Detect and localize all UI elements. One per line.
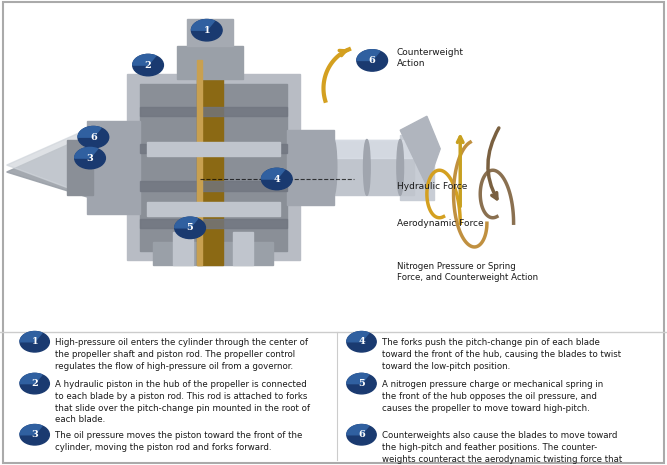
Circle shape [347, 373, 376, 394]
Wedge shape [347, 425, 369, 435]
Circle shape [357, 50, 388, 71]
Text: Counterweight
Action: Counterweight Action [397, 48, 464, 68]
Text: 1: 1 [31, 337, 38, 346]
Polygon shape [233, 232, 253, 265]
Circle shape [75, 147, 105, 169]
Wedge shape [347, 373, 369, 384]
Polygon shape [320, 140, 414, 158]
Ellipse shape [364, 140, 370, 195]
Wedge shape [20, 425, 42, 435]
Polygon shape [187, 19, 233, 46]
Polygon shape [197, 60, 223, 265]
Polygon shape [140, 219, 287, 228]
Circle shape [20, 373, 49, 394]
Text: Hydraulic Force: Hydraulic Force [397, 181, 468, 191]
Circle shape [20, 425, 49, 445]
Polygon shape [140, 107, 287, 116]
Polygon shape [320, 140, 414, 195]
Wedge shape [75, 147, 97, 158]
Text: Counterweights also cause the blades to move toward
the high-pitch and feather p: Counterweights also cause the blades to … [382, 431, 622, 465]
Polygon shape [127, 74, 300, 260]
Text: The forks push the pitch-change pin of each blade
toward the front of the hub, c: The forks push the pitch-change pin of e… [382, 338, 621, 371]
Text: 1: 1 [203, 26, 210, 35]
Polygon shape [153, 242, 273, 265]
Wedge shape [175, 217, 197, 228]
Polygon shape [400, 135, 434, 200]
Wedge shape [133, 54, 156, 65]
Polygon shape [197, 60, 202, 265]
Polygon shape [177, 46, 243, 79]
Text: 3: 3 [87, 153, 93, 163]
Text: 2: 2 [145, 60, 151, 70]
Polygon shape [7, 133, 127, 202]
Polygon shape [147, 142, 280, 156]
Circle shape [347, 425, 376, 445]
Text: 6: 6 [358, 430, 365, 439]
Ellipse shape [330, 140, 337, 195]
Polygon shape [87, 121, 140, 214]
Wedge shape [261, 168, 284, 179]
Text: 4: 4 [273, 174, 280, 184]
Wedge shape [20, 332, 42, 342]
Text: Nitrogen Pressure or Spring
Force, and Counterweight Action: Nitrogen Pressure or Spring Force, and C… [397, 262, 538, 282]
Text: 5: 5 [187, 223, 193, 232]
Circle shape [261, 168, 292, 190]
Polygon shape [7, 130, 147, 209]
Polygon shape [140, 181, 287, 191]
Circle shape [191, 20, 222, 41]
Text: 4: 4 [358, 337, 365, 346]
Polygon shape [140, 84, 287, 251]
Ellipse shape [397, 140, 404, 195]
Text: 2: 2 [31, 379, 38, 388]
Polygon shape [147, 202, 280, 216]
Polygon shape [287, 130, 334, 205]
FancyBboxPatch shape [3, 2, 664, 463]
Circle shape [175, 217, 205, 239]
Text: The oil pressure moves the piston toward the front of the
cylinder, moving the p: The oil pressure moves the piston toward… [55, 431, 302, 452]
Wedge shape [20, 373, 42, 384]
Wedge shape [78, 126, 101, 137]
Circle shape [78, 126, 109, 148]
Text: 5: 5 [358, 379, 365, 388]
Text: 6: 6 [369, 56, 376, 65]
Text: 3: 3 [31, 430, 38, 439]
Text: A nitrogen pressure charge or mechanical spring in
the front of the hub opposes : A nitrogen pressure charge or mechanical… [382, 380, 603, 412]
Circle shape [347, 332, 376, 352]
Polygon shape [67, 140, 93, 195]
Wedge shape [191, 20, 215, 30]
Text: 6: 6 [90, 133, 97, 142]
Text: Aerodynamic Force: Aerodynamic Force [397, 219, 484, 228]
Wedge shape [357, 50, 380, 60]
Wedge shape [347, 332, 369, 342]
Text: High-pressure oil enters the cylinder through the center of
the propeller shaft : High-pressure oil enters the cylinder th… [55, 338, 307, 371]
Polygon shape [400, 116, 440, 186]
Circle shape [133, 54, 163, 76]
Polygon shape [140, 144, 287, 153]
Circle shape [20, 332, 49, 352]
Text: A hydraulic piston in the hub of the propeller is connected
to each blade by a p: A hydraulic piston in the hub of the pro… [55, 380, 309, 424]
Polygon shape [173, 232, 193, 265]
